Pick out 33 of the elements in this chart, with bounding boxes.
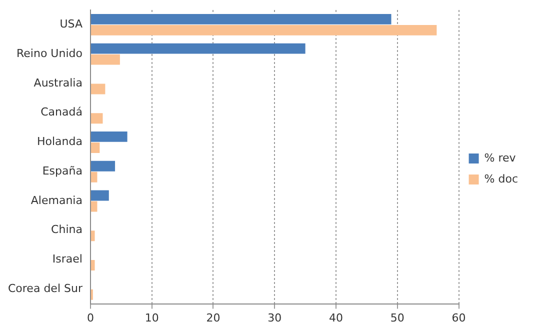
y-tick-label: USA [60,18,83,31]
legend-label: % rev [484,151,516,164]
bar [90,142,100,153]
x-tick-label: 0 [86,311,94,324]
x-tick-label: 30 [268,311,282,324]
bar [90,54,120,65]
bar [90,84,106,94]
y-tick-label: Canadá [40,106,82,119]
bar [90,172,98,182]
bar [90,43,306,54]
bar [90,14,392,24]
bar [90,230,95,242]
x-tick-label: 60 [452,311,466,324]
x-tick-label: 50 [390,311,404,324]
bar [90,160,116,172]
bar [90,260,95,270]
bar [90,190,109,201]
bar [90,113,103,124]
x-tick-label: 40 [329,311,344,324]
y-tick-label: China [51,223,82,236]
y-tick-label: Holanda [36,135,82,148]
bar [90,201,98,212]
y-tick-label: Reino Unido [16,46,83,60]
bar [90,131,128,142]
y-tick-label: Corea del Sur [8,282,83,295]
y-tick-label: Australia [34,76,82,90]
y-tick-label: Israel [52,252,82,266]
x-tick-label: 10 [144,311,159,324]
x-tick-label: 20 [206,311,220,324]
bar [90,24,437,36]
y-tick-label: Alemania [30,194,82,207]
legend-label: % doc [484,172,518,186]
y-tick-label: España [42,164,82,178]
